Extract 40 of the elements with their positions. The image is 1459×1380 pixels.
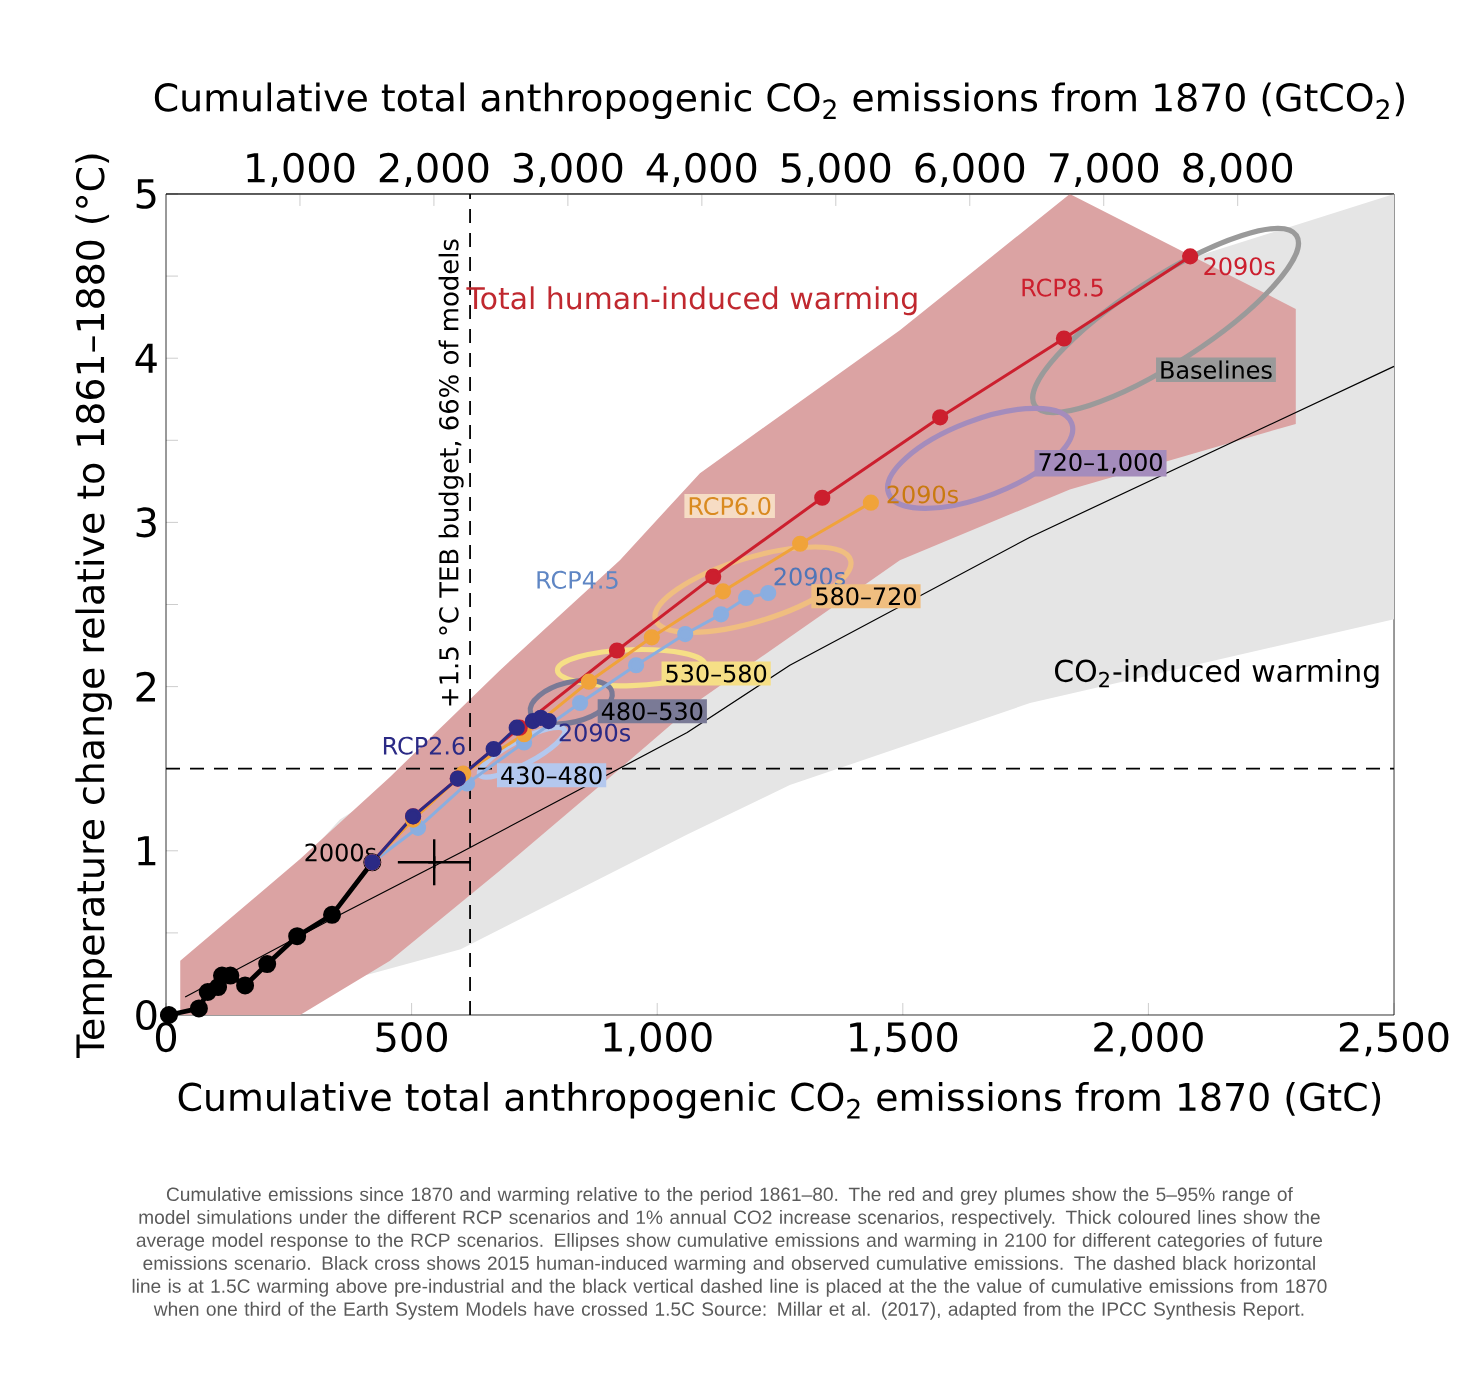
- y-tick-label: 4: [135, 343, 157, 373]
- x-axis-title: Cumulative total anthropogenic CO$_{2}$ emissions from 1870 (GtC): [178, 1081, 1381, 1119]
- annotation: RCP2.6: [383, 736, 465, 755]
- annotation: 720–1,000: [1039, 453, 1162, 474]
- y-tick-label: 5: [136, 179, 156, 209]
- y-tick-label: 3: [136, 507, 156, 538]
- x2-tick-label: 2,000: [379, 152, 489, 187]
- x2-tick-label: 4,000: [646, 152, 757, 187]
- y-tick-label: 2: [136, 671, 155, 702]
- x2-tick-label: 8,000: [1183, 152, 1293, 187]
- x2-tick-label: 7,000: [1049, 152, 1159, 187]
- annotation: 2090s: [559, 723, 631, 742]
- y-axis-title: Temperature change relative to 1861–1880 (°C): [75, 154, 112, 1058]
- annotation: Total human-induced warming: [466, 286, 917, 316]
- annotation: 2090s: [774, 567, 845, 586]
- x-tick-label: 2,000: [1094, 1022, 1203, 1057]
- ref-line-label: +1.5 °C TEB budget, 66% of models: [438, 239, 464, 706]
- x2-axis-title: Cumulative total anthropogenic CO$_{2}$ emissions from 1870 (GtCO$_{2}$): [154, 82, 1404, 120]
- annotation: 2090s: [887, 485, 958, 504]
- annotation: 430–480: [501, 766, 602, 785]
- annotation: Baselines: [1161, 360, 1272, 379]
- x-tick-label: 1,000: [604, 1022, 712, 1057]
- x2-tick-label: 3,000: [513, 152, 623, 187]
- annotation: 530–580: [666, 664, 767, 683]
- x-tick-label: 2,500: [1339, 1022, 1449, 1057]
- annotation: 580–720: [816, 587, 916, 606]
- annotation: RCP8.5: [1022, 278, 1103, 297]
- x2-tick-label: 5,000: [781, 152, 891, 187]
- y-tick-label: 0: [136, 999, 157, 1031]
- y-tick-label: 1: [137, 836, 156, 866]
- x-tick-label: 0: [155, 1022, 177, 1053]
- annotation: 2090s: [1204, 257, 1275, 276]
- x-tick-label: 1,500: [850, 1022, 958, 1057]
- annotation: 480–530: [601, 702, 703, 721]
- annotation: CO$_{2}$-induced warming: [1054, 659, 1379, 688]
- annotation: RCP6.0: [689, 496, 771, 516]
- x-tick-label: 500: [376, 1022, 447, 1053]
- x2-tick-label: 1,000: [247, 152, 355, 187]
- x2-tick-label: 6,000: [915, 152, 1025, 187]
- text: Cumulative emissions since 1870 and warming relative to the period 1861–80. The red and grey plumes show the 5–95% range of model simulations under the different RCP scenarios and 1% annual CO2 increase scenarios, respectively. Thick coloured lines show the average model response to the RCP scenarios. Ellipses show cumulative emissions and warming in 2100 for different categories of future emissions scenario. Black cross shows 2015 human-induced warming and observed cumulative emissions. The dashed black horizontal line is at 1.5C warming above pre-industrial and the black vertical dashed line is placed at the the value of cumulative emissions from 1870 when one third of the Earth System Models have crossed 1.5C Source: Millar et al. (2017), adapted from the IPCC Synthesis Report.: [132, 1187, 1327, 1320]
